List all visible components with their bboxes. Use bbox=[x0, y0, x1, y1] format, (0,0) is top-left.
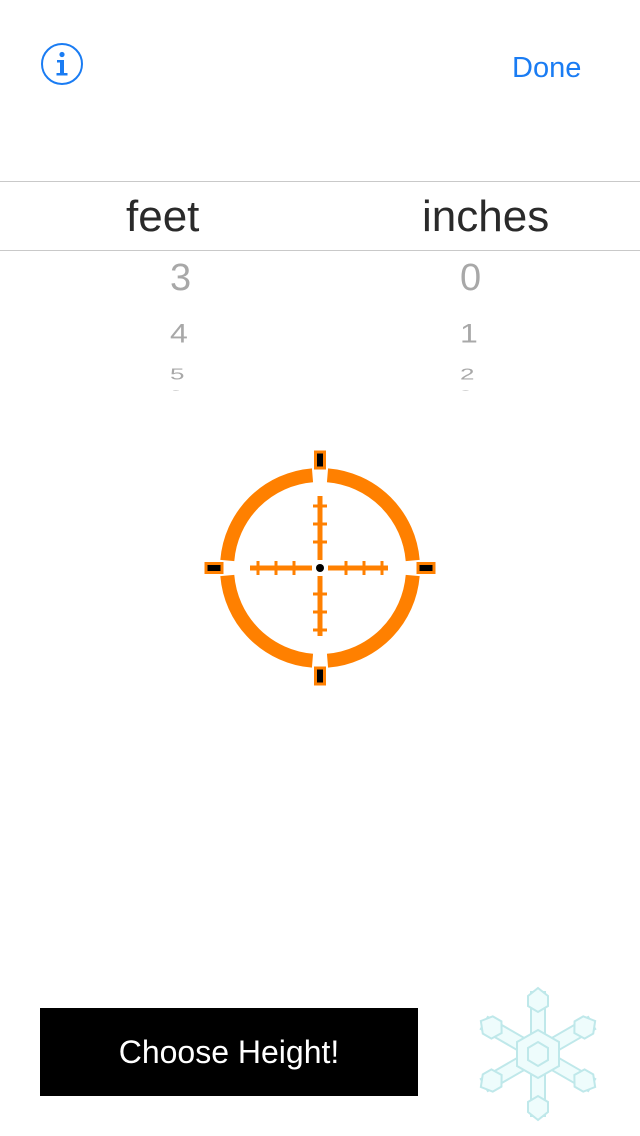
snowflake-icon bbox=[479, 986, 597, 1122]
feet-option[interactable]: 4 bbox=[170, 317, 188, 349]
snowflake-button[interactable] bbox=[468, 986, 608, 1122]
feet-option[interactable]: 6 bbox=[170, 390, 250, 391]
inches-option[interactable]: 0 bbox=[460, 257, 482, 299]
done-button[interactable]: Done bbox=[512, 52, 582, 84]
feet-option[interactable]: 3 bbox=[170, 257, 192, 299]
feet-column-title: feet bbox=[126, 192, 200, 241]
info-icon bbox=[41, 43, 83, 85]
crosshair-icon bbox=[204, 450, 436, 686]
inches-column-title: inches bbox=[422, 192, 550, 241]
feet-option[interactable]: 5 bbox=[170, 365, 185, 384]
inches-option[interactable]: 3 bbox=[460, 390, 540, 391]
feet-picker[interactable]: 3 4 5 6 bbox=[170, 251, 250, 391]
inches-picker[interactable]: 0 1 2 3 bbox=[460, 251, 540, 391]
choose-height-button[interactable]: Choose Height! bbox=[40, 1008, 418, 1096]
info-button[interactable] bbox=[40, 42, 84, 86]
crosshair-reticle bbox=[200, 448, 440, 688]
inches-option[interactable]: 2 bbox=[460, 365, 475, 384]
picker-header: feet inches bbox=[0, 181, 640, 251]
inches-option[interactable]: 1 bbox=[460, 317, 478, 349]
